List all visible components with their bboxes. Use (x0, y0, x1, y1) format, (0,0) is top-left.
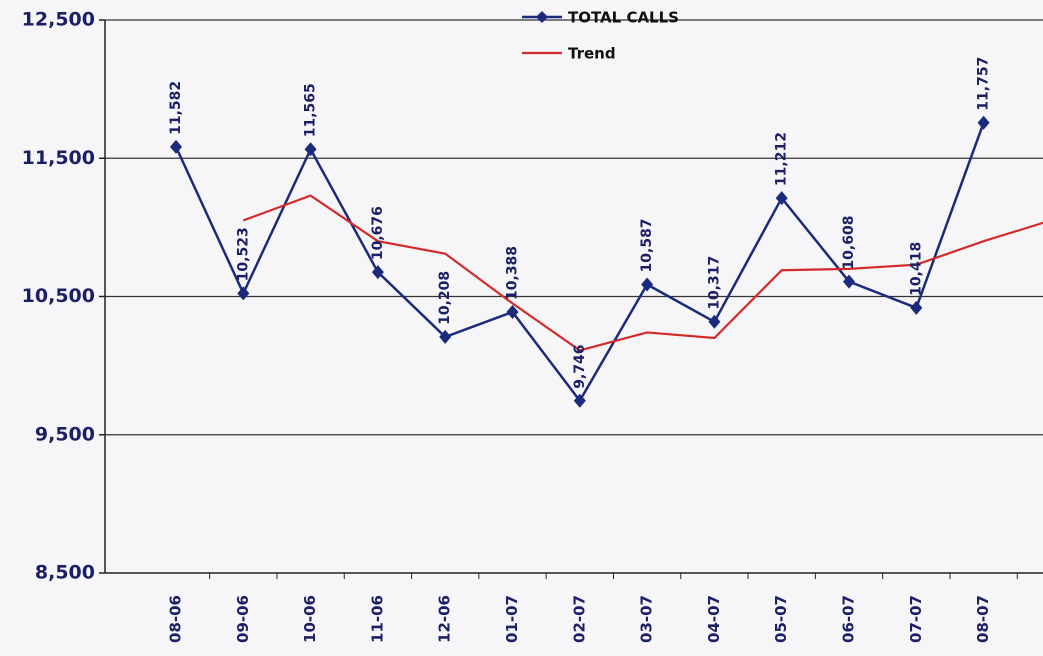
value-label: 11,757 (976, 57, 992, 111)
legend-label: TOTAL CALLS (568, 9, 679, 27)
value-label: 10,608 (841, 216, 857, 270)
x-tick-label: 08-06 (167, 595, 185, 643)
y-tick-label: 10,500 (22, 285, 95, 307)
marker (506, 304, 519, 319)
x-tick-label: 10-06 (301, 595, 319, 643)
value-label: 9,746 (572, 344, 588, 388)
y-tick-label: 11,500 (22, 147, 95, 169)
marker (977, 115, 990, 130)
x-tick-label: 11-06 (368, 595, 386, 643)
series-line (242, 194, 1043, 352)
x-tick-label: 06-07 (840, 595, 858, 643)
y-tick-label: 12,500 (22, 9, 95, 31)
value-label: 10,587 (639, 218, 655, 272)
value-label: 11,582 (168, 81, 184, 135)
marker (775, 191, 788, 206)
x-tick-label: 09-06 (234, 595, 252, 643)
x-tick-label: 04-07 (705, 595, 723, 643)
marker (910, 300, 923, 315)
value-label: 10,418 (908, 242, 924, 296)
x-tick-label: 12-06 (436, 595, 454, 643)
value-label: 10,208 (437, 271, 453, 325)
legend-label: Trend (568, 45, 616, 63)
y-tick-label: 8,500 (35, 562, 95, 584)
value-label: 11,565 (303, 83, 319, 137)
x-tick-label: 05-07 (772, 595, 790, 643)
marker (708, 314, 721, 329)
marker (304, 142, 317, 157)
marker (237, 286, 250, 301)
x-tick-label: 02-07 (570, 595, 588, 643)
marker (439, 329, 452, 344)
marker (641, 277, 654, 292)
x-tick-label: 03-07 (638, 595, 656, 643)
value-label: 10,317 (706, 256, 722, 310)
x-tick-label: 01-07 (503, 595, 521, 643)
marker (573, 393, 586, 408)
x-tick-label: 07-07 (907, 595, 925, 643)
legend-marker (536, 11, 548, 23)
marker (170, 139, 182, 154)
x-tick-label: 08-07 (974, 595, 992, 643)
marker (843, 274, 855, 289)
x-tick-label: 09-07 (1041, 595, 1043, 643)
marker (371, 265, 384, 280)
value-label: 11,212 (774, 132, 790, 186)
y-tick-label: 9,500 (35, 423, 95, 445)
value-label: 10,388 (505, 246, 521, 300)
value-label: 10,676 (370, 206, 386, 260)
value-label: 10,523 (235, 227, 251, 281)
